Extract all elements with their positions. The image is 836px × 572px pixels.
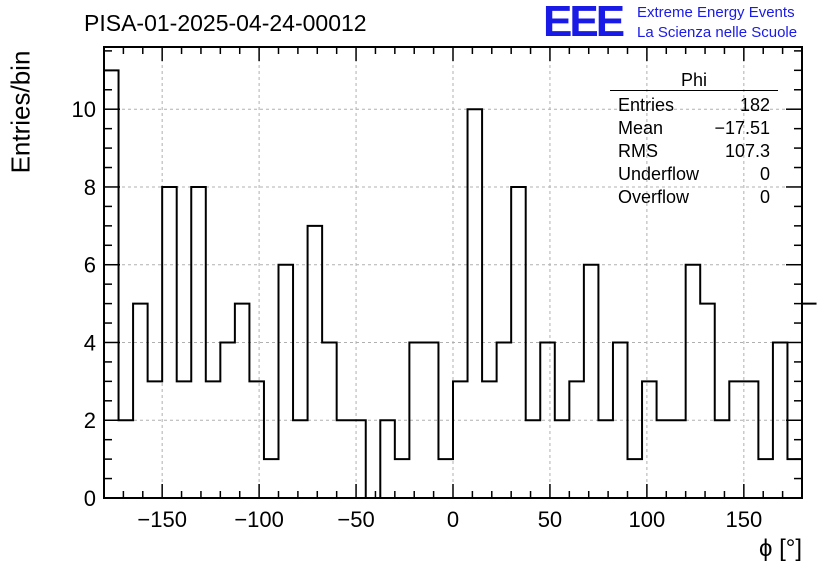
plot-title: PISA-01-2025-04-24-00012 <box>84 10 367 36</box>
histogram-bin <box>468 109 483 498</box>
histogram-bin <box>351 420 366 498</box>
x-tick-label: 100 <box>629 507 666 532</box>
logo-line-1: Extreme Energy Events <box>637 4 795 21</box>
x-tick-label: −50 <box>337 507 374 532</box>
x-tick-label: 50 <box>538 507 562 532</box>
stats-title: Phi <box>610 70 778 91</box>
histogram-bin <box>279 265 294 498</box>
histogram-bin <box>177 381 192 498</box>
stats-value: −17.51 <box>714 118 770 138</box>
stats-label: Mean <box>618 118 664 138</box>
x-tick-label: 150 <box>725 507 762 532</box>
histogram-bin <box>598 420 613 498</box>
stats-label: RMS <box>618 141 658 161</box>
histogram-bin <box>628 459 643 498</box>
histogram-bin <box>715 420 730 498</box>
stats-label: Underflow <box>618 164 700 184</box>
x-tick-label: 0 <box>447 507 459 532</box>
y-axis-label: Entries/bin <box>5 50 36 174</box>
histogram-bin <box>206 381 221 498</box>
histogram-bin <box>773 342 788 498</box>
histogram-bin <box>482 381 497 498</box>
histogram-bin <box>584 265 599 498</box>
y-tick-label: 2 <box>84 408 96 433</box>
stats-row-overflow: Overflow 0 <box>610 186 778 209</box>
stats-row-mean: Mean −17.51 <box>610 117 778 140</box>
histogram-bin <box>380 420 395 498</box>
histogram-bin <box>191 187 206 498</box>
histogram-bin <box>569 381 584 498</box>
histogram-bin <box>308 226 323 498</box>
histogram-outline <box>104 69 817 499</box>
histogram-bin <box>337 420 352 498</box>
y-tick-label: 4 <box>84 330 96 355</box>
y-tick-label: 6 <box>84 253 96 278</box>
histogram-bin <box>700 304 715 498</box>
stats-value: 0 <box>759 187 770 207</box>
histogram-bin <box>438 459 453 498</box>
histogram-bin <box>264 459 279 498</box>
histogram-bin <box>657 420 672 498</box>
histogram-bin <box>671 420 686 498</box>
histogram-bin <box>119 420 134 498</box>
stats-row-rms: RMS 107.3 <box>610 140 778 163</box>
stats-value: 182 <box>739 95 770 115</box>
stats-box: Phi Entries 182 Mean −17.51 RMS 107.3 Un… <box>610 70 778 209</box>
histogram-bin <box>802 304 817 498</box>
histogram-bin <box>555 420 570 498</box>
eee-logo: EEE <box>543 0 625 46</box>
stats-label: Entries <box>618 95 675 115</box>
logo-line-2: La Scienza nelle Scuole <box>637 24 798 41</box>
histogram-bin <box>686 265 701 498</box>
x-tick-label: −150 <box>137 507 187 532</box>
histogram-bin <box>744 381 759 498</box>
stats-label: Overflow <box>618 187 690 207</box>
histogram-bin <box>395 459 410 498</box>
histogram-bin <box>453 381 468 498</box>
y-tick-label: 8 <box>84 175 96 200</box>
stats-value: 0 <box>759 164 770 184</box>
histogram-bin <box>293 420 308 498</box>
histogram-bin <box>249 381 264 498</box>
x-tick-label: −100 <box>234 507 284 532</box>
histogram-bin <box>642 381 657 498</box>
histogram-bin <box>729 381 744 498</box>
histogram-bin <box>148 381 163 498</box>
histogram-bin <box>758 459 773 498</box>
y-tick-label: 10 <box>72 97 96 122</box>
histogram-bin <box>133 304 148 498</box>
histogram-bin <box>235 304 250 498</box>
histogram-bin <box>526 420 541 498</box>
stats-row-underflow: Underflow 0 <box>610 163 778 186</box>
x-axis-label: ϕ [°] <box>758 535 802 562</box>
stats-value: 107.3 <box>724 141 770 161</box>
stats-row-entries: Entries 182 <box>610 94 778 117</box>
y-tick-label: 0 <box>84 486 96 511</box>
